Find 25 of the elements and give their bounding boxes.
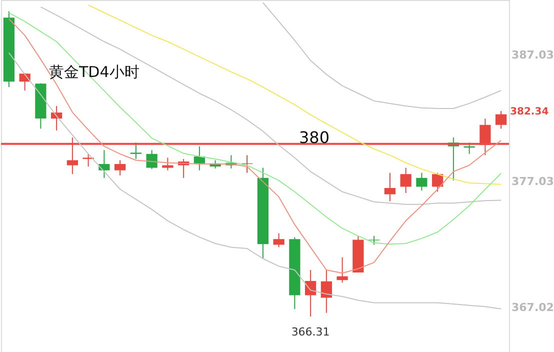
candlestick (400, 167, 412, 194)
candlestick (384, 172, 396, 202)
candlestick (194, 146, 205, 171)
candlestick (432, 172, 444, 192)
candlestick (496, 110, 507, 130)
candlestick (82, 153, 94, 168)
y-tick-label: 377.03 (512, 174, 554, 188)
candlestick (146, 150, 158, 170)
annotation: 黄金TD4小时 (49, 63, 140, 81)
ref-line-label: 380 (299, 128, 330, 147)
line-series (8, 52, 502, 310)
y-tick-label: 387.03 (512, 48, 554, 62)
candlestick (273, 232, 284, 248)
candlestick (98, 150, 110, 178)
candlestick (130, 142, 142, 160)
line-series (262, 2, 502, 109)
annotation: 366.31 (291, 326, 330, 339)
candlestick (416, 172, 428, 192)
text: 382.34 (510, 106, 549, 118)
candlestick (320, 269, 332, 314)
candlestick (162, 157, 174, 171)
line-series (40, 6, 502, 205)
y-tick-label: 367.02 (512, 301, 554, 314)
candlestick (336, 256, 348, 284)
candlestick (114, 160, 126, 176)
